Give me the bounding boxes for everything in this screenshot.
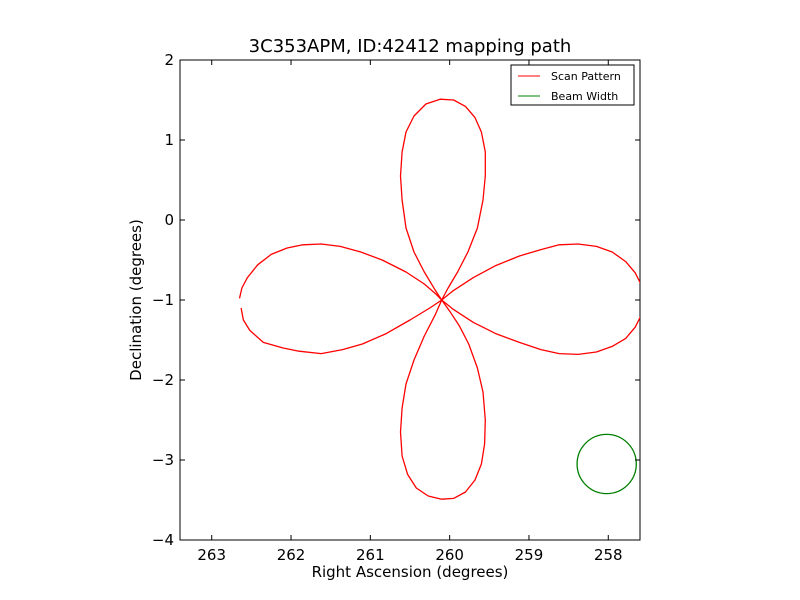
- series-line-scan-pattern: [238, 98, 640, 500]
- x-tick-label: 261: [356, 546, 385, 564]
- y-tick-label: −1: [152, 291, 174, 309]
- y-tick-label: 1: [164, 131, 174, 149]
- x-axis-label: Right Ascension (degrees): [312, 563, 509, 581]
- plot-area: 263 262 261 260 259 258 −4 −3 −2 −1 0 1 2: [152, 51, 641, 564]
- y-tick-label: 0: [164, 211, 174, 229]
- x-tick-label: 260: [435, 546, 464, 564]
- axes-frame: [179, 59, 641, 541]
- y-tick-label: −2: [152, 371, 174, 389]
- legend-label-beam-width: Beam Width: [551, 90, 618, 103]
- beam-width-circle: [576, 433, 637, 495]
- x-axis-ticks: 263 262 261 260 259 258: [197, 60, 623, 564]
- x-tick-label: 262: [277, 546, 306, 564]
- y-axis-label: Declination (degrees): [127, 219, 145, 381]
- x-tick-label: 259: [515, 546, 544, 564]
- data-layer: [238, 98, 640, 500]
- y-axis-ticks: −4 −3 −2 −1 0 1 2: [152, 51, 640, 549]
- chart-title: 3C353APM, ID:42412 mapping path: [249, 36, 572, 57]
- legend-label-scan-pattern: Scan Pattern: [551, 70, 621, 83]
- y-tick-label: −3: [152, 451, 174, 469]
- legend-box: [510, 64, 635, 106]
- x-tick-label: 263: [197, 546, 226, 564]
- x-tick-label: 258: [594, 546, 623, 564]
- y-tick-label: 2: [164, 51, 174, 69]
- y-tick-label: −4: [152, 531, 174, 549]
- legend: Scan Pattern Beam Width: [510, 64, 635, 106]
